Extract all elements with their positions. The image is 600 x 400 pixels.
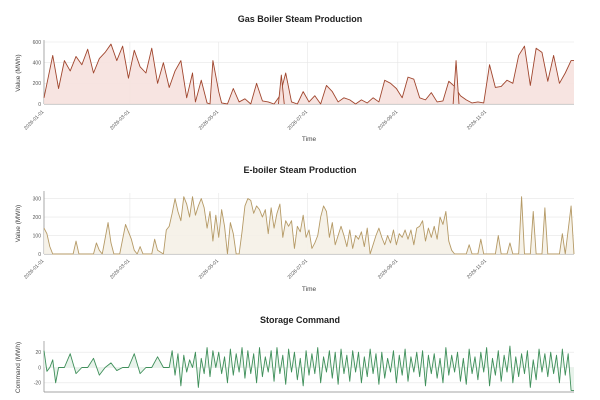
chart-title: Storage Command (260, 315, 340, 325)
y-tick-label: 0 (38, 252, 41, 258)
chart-2: E-boiler Steam Production 0 100 200 300 Value… (15, 165, 575, 293)
y-tick-label: 0 (38, 365, 41, 371)
series-line (452, 60, 460, 105)
x-tick-label: 2026-07-01 (287, 258, 309, 280)
y-tick-label: 100 (33, 233, 42, 239)
x-tick-label: 2026-01-01 (23, 258, 45, 280)
chart-1: Gas Boiler Steam Production 0 200 400 600 Val… (15, 14, 574, 143)
y-tick-label: 200 (33, 81, 42, 87)
y-tick-label: 0 (38, 102, 41, 108)
y-axis-label: Value (MWh) (15, 54, 22, 91)
x-axis-label: Time (302, 136, 317, 143)
chart-title: Gas Boiler Steam Production (238, 14, 363, 24)
x-tick-label: 2026-09-01 (377, 109, 399, 131)
series-area (453, 60, 459, 104)
y-tick-label: 300 (33, 196, 42, 202)
x-tick-label: 2026-05-01 (198, 109, 220, 131)
series-line (43, 196, 575, 255)
series-area (44, 346, 574, 391)
series-area (278, 75, 285, 104)
series-area (44, 44, 574, 104)
chart-3: Storage Command -20 0 20 Command (MWh) (15, 315, 574, 393)
y-axis-label: Command (MWh) (15, 342, 22, 393)
x-axis-label: Time (302, 286, 317, 293)
series-line (43, 345, 574, 391)
y-tick-label: 600 (33, 40, 42, 46)
x-tick-label: 2026-11-01 (466, 109, 488, 131)
x-tick-label: 2026-03-01 (109, 109, 131, 131)
chart-title: E-boiler Steam Production (243, 165, 356, 175)
y-tick-label: -20 (34, 381, 41, 387)
x-tick-label: 2026-09-01 (377, 258, 399, 280)
y-tick-label: 200 (33, 215, 42, 221)
x-tick-label: 2026-11-01 (466, 258, 488, 280)
x-tick-label: 2026-03-01 (109, 258, 131, 280)
y-tick-label: 20 (35, 350, 41, 356)
x-tick-label: 2026-07-01 (287, 109, 309, 131)
series-line (277, 74, 285, 105)
x-tick-label: 2026-01-01 (23, 109, 45, 131)
y-tick-label: 400 (33, 60, 42, 66)
series-area (44, 196, 574, 254)
x-tick-label: 2026-05-01 (198, 258, 220, 280)
series-line (43, 43, 574, 105)
y-axis-label: Value (MWh) (15, 205, 22, 242)
